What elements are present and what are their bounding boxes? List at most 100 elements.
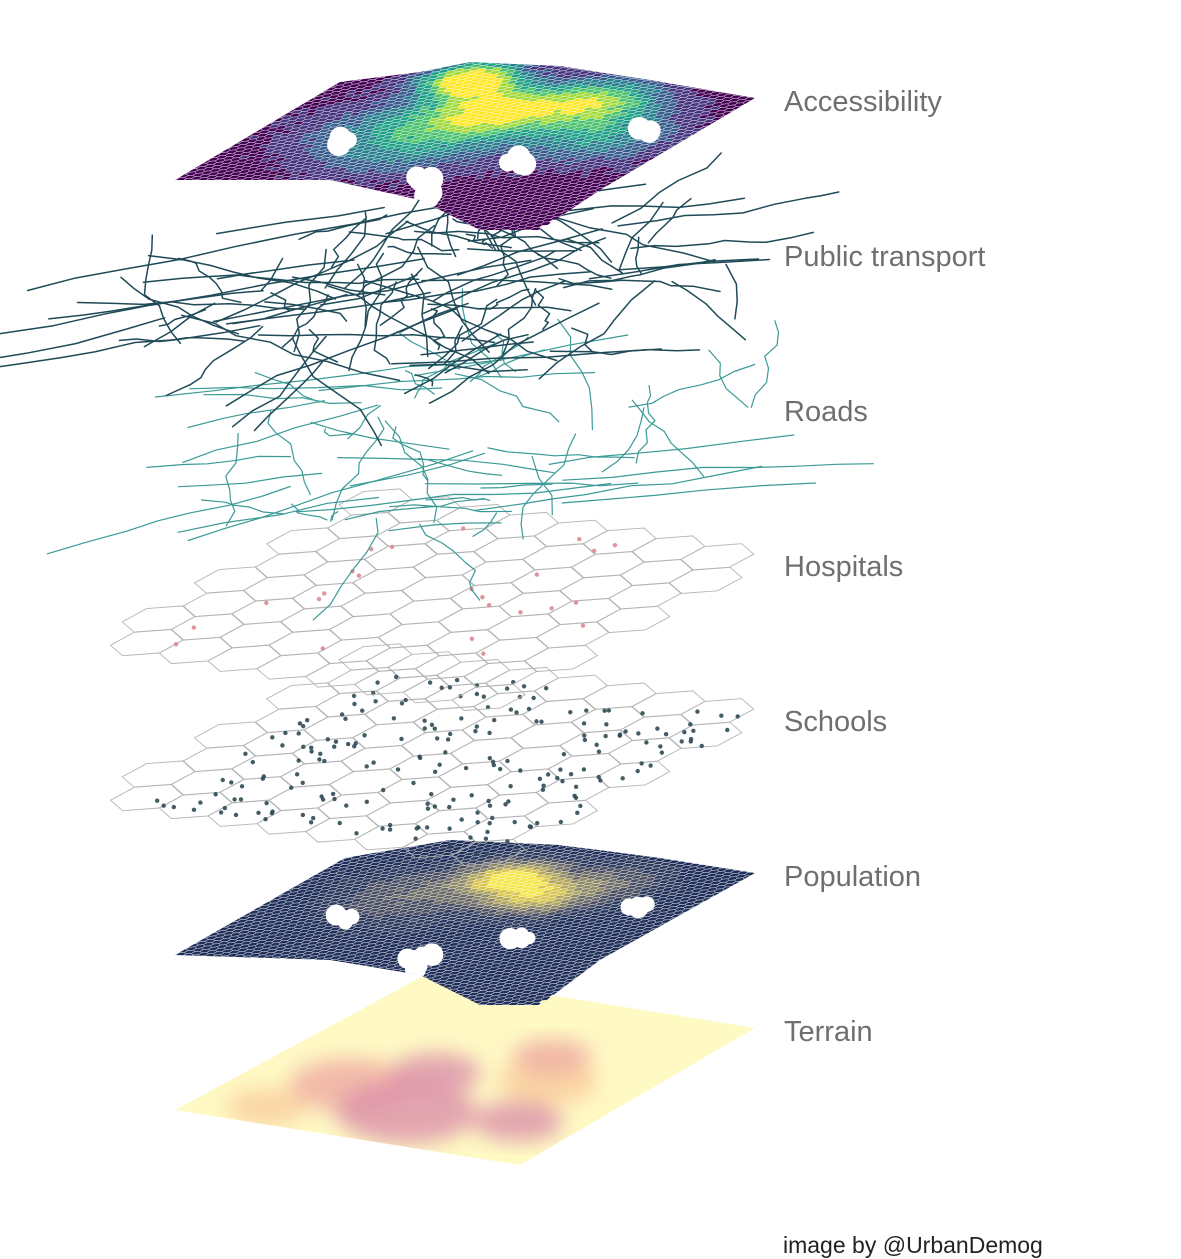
accessibility-hex <box>522 51 532 55</box>
accessibility-hex <box>366 36 376 40</box>
population-hex <box>278 865 290 870</box>
population-hex <box>87 967 97 971</box>
population-hex <box>116 968 126 972</box>
population-hex <box>194 958 206 964</box>
grid-hex <box>121 605 197 633</box>
school-point <box>581 721 587 726</box>
population-hex <box>594 844 606 849</box>
population-hex <box>632 843 644 848</box>
population-hex <box>656 854 668 859</box>
population-hex <box>323 822 333 826</box>
school-point <box>375 680 380 685</box>
population-hex <box>44 963 54 967</box>
school-point <box>427 680 433 685</box>
population-hex <box>239 869 251 874</box>
population-hex <box>180 942 192 947</box>
school-point <box>233 812 239 818</box>
school-point <box>485 829 490 835</box>
school-point <box>648 763 653 768</box>
population-hex <box>243 980 255 986</box>
population-hex <box>268 988 280 993</box>
population-hex <box>652 935 664 941</box>
hospital-point <box>469 636 475 642</box>
population-hex <box>131 952 141 956</box>
transit-line <box>143 234 182 345</box>
empty-area <box>499 927 521 950</box>
population-hex <box>347 965 359 970</box>
population-hex <box>326 962 338 967</box>
population-hex <box>154 952 164 956</box>
population-hex <box>141 918 151 922</box>
population-hex <box>239 898 251 903</box>
population-hex <box>230 975 242 980</box>
population-hex <box>234 983 246 988</box>
grid-hex <box>256 652 331 680</box>
grid-hex <box>679 698 755 726</box>
accessibility-hex <box>700 79 712 84</box>
population-hex <box>189 968 201 973</box>
population-hex <box>355 817 365 821</box>
population-hex <box>216 915 228 921</box>
population-hex <box>119 947 129 951</box>
population-hex <box>144 972 154 976</box>
population-hex <box>253 989 265 994</box>
population-hex <box>147 951 157 955</box>
population-hex <box>315 1018 325 1022</box>
school-point <box>560 778 565 784</box>
population-hex <box>151 927 161 931</box>
school-point <box>403 697 408 703</box>
school-point <box>508 783 513 789</box>
school-point <box>198 800 203 805</box>
population-hex <box>332 835 342 839</box>
transit-line <box>534 288 551 331</box>
population-hex <box>185 917 197 923</box>
population-hex <box>175 994 181 999</box>
population-hex <box>78 969 88 973</box>
population-hex <box>92 957 102 961</box>
school-point <box>346 741 351 747</box>
population-hex <box>540 836 550 840</box>
population-hex <box>589 840 601 845</box>
population-hex <box>395 827 405 831</box>
school-point <box>371 760 376 765</box>
population-hex <box>176 995 188 1000</box>
population-hex <box>178 916 190 922</box>
population-hex <box>267 888 279 893</box>
population-hex <box>110 935 120 939</box>
population-hex <box>326 1009 336 1013</box>
population-hex <box>292 867 304 872</box>
population-hex <box>645 845 657 850</box>
population-hex <box>733 863 745 868</box>
population-hex <box>262 851 274 857</box>
population-hex <box>98 944 108 948</box>
population-hex <box>666 923 678 929</box>
school-point <box>333 739 339 744</box>
school-point <box>475 810 480 815</box>
population-hex <box>161 982 171 986</box>
accessibility-hex <box>409 40 419 44</box>
school-point <box>699 743 704 749</box>
population-hex <box>396 840 408 842</box>
population-hex <box>177 963 189 968</box>
accessibility-hex <box>604 63 616 69</box>
population-hex <box>290 841 302 847</box>
accessibility-hex <box>431 54 441 58</box>
population-hex <box>201 959 213 965</box>
accessibility-hex <box>364 25 374 29</box>
population-hex <box>614 847 626 852</box>
population-hex <box>309 1013 319 1017</box>
population-hex <box>348 801 358 805</box>
population-hex <box>273 889 285 894</box>
population-hex <box>383 836 393 840</box>
accessibility-hex <box>374 34 384 38</box>
grid-hex <box>474 636 550 665</box>
population-hex <box>107 941 117 945</box>
accessibility-hex <box>404 50 414 54</box>
population-hex <box>428 836 438 840</box>
population-hex <box>202 927 214 933</box>
school-point <box>364 764 369 769</box>
population-hex <box>275 886 287 891</box>
population-hex <box>272 878 284 883</box>
population-hex <box>382 985 394 990</box>
population-hex <box>222 873 234 879</box>
